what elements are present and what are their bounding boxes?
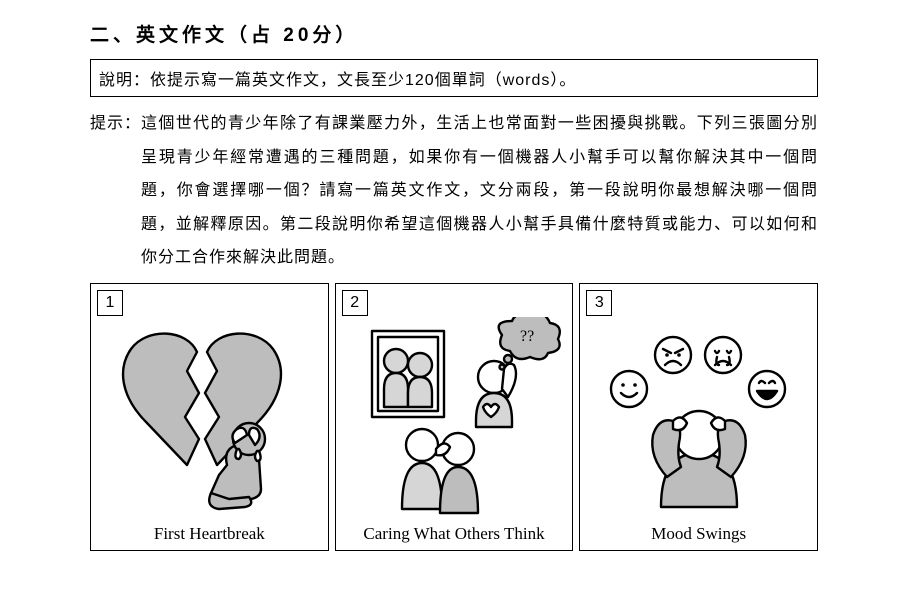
- panel-number: 1: [97, 290, 123, 316]
- panel-2: 2: [335, 283, 574, 551]
- panel-1-illustration: [91, 316, 328, 518]
- prompt-body: 這個世代的青少年除了有課業壓力外，生活上也常面對一些困擾與挑戰。下列三張圖分別呈…: [141, 107, 818, 275]
- panel-caption: Mood Swings: [580, 524, 817, 544]
- panel-caption: Caring What Others Think: [336, 524, 573, 544]
- instruction-box: 說明：依提示寫一篇英文作文，文長至少120個單詞（words）。: [90, 59, 818, 97]
- panel-caption: First Heartbreak: [91, 524, 328, 544]
- svg-text:??: ??: [520, 328, 534, 345]
- panels-row: 1: [90, 283, 818, 551]
- prompt-label: 提示：: [90, 107, 141, 275]
- panel-1: 1: [90, 283, 329, 551]
- panel-number: 2: [342, 290, 368, 316]
- prompt-row: 提示： 這個世代的青少年除了有課業壓力外，生活上也常面對一些困擾與挑戰。下列三張…: [90, 107, 818, 275]
- panel-3: 3: [579, 283, 818, 551]
- panel-3-illustration: [580, 316, 817, 518]
- panel-number: 3: [586, 290, 612, 316]
- section-title: 二、英文作文（占 20分）: [90, 20, 818, 47]
- panel-2-illustration: ??: [336, 316, 573, 518]
